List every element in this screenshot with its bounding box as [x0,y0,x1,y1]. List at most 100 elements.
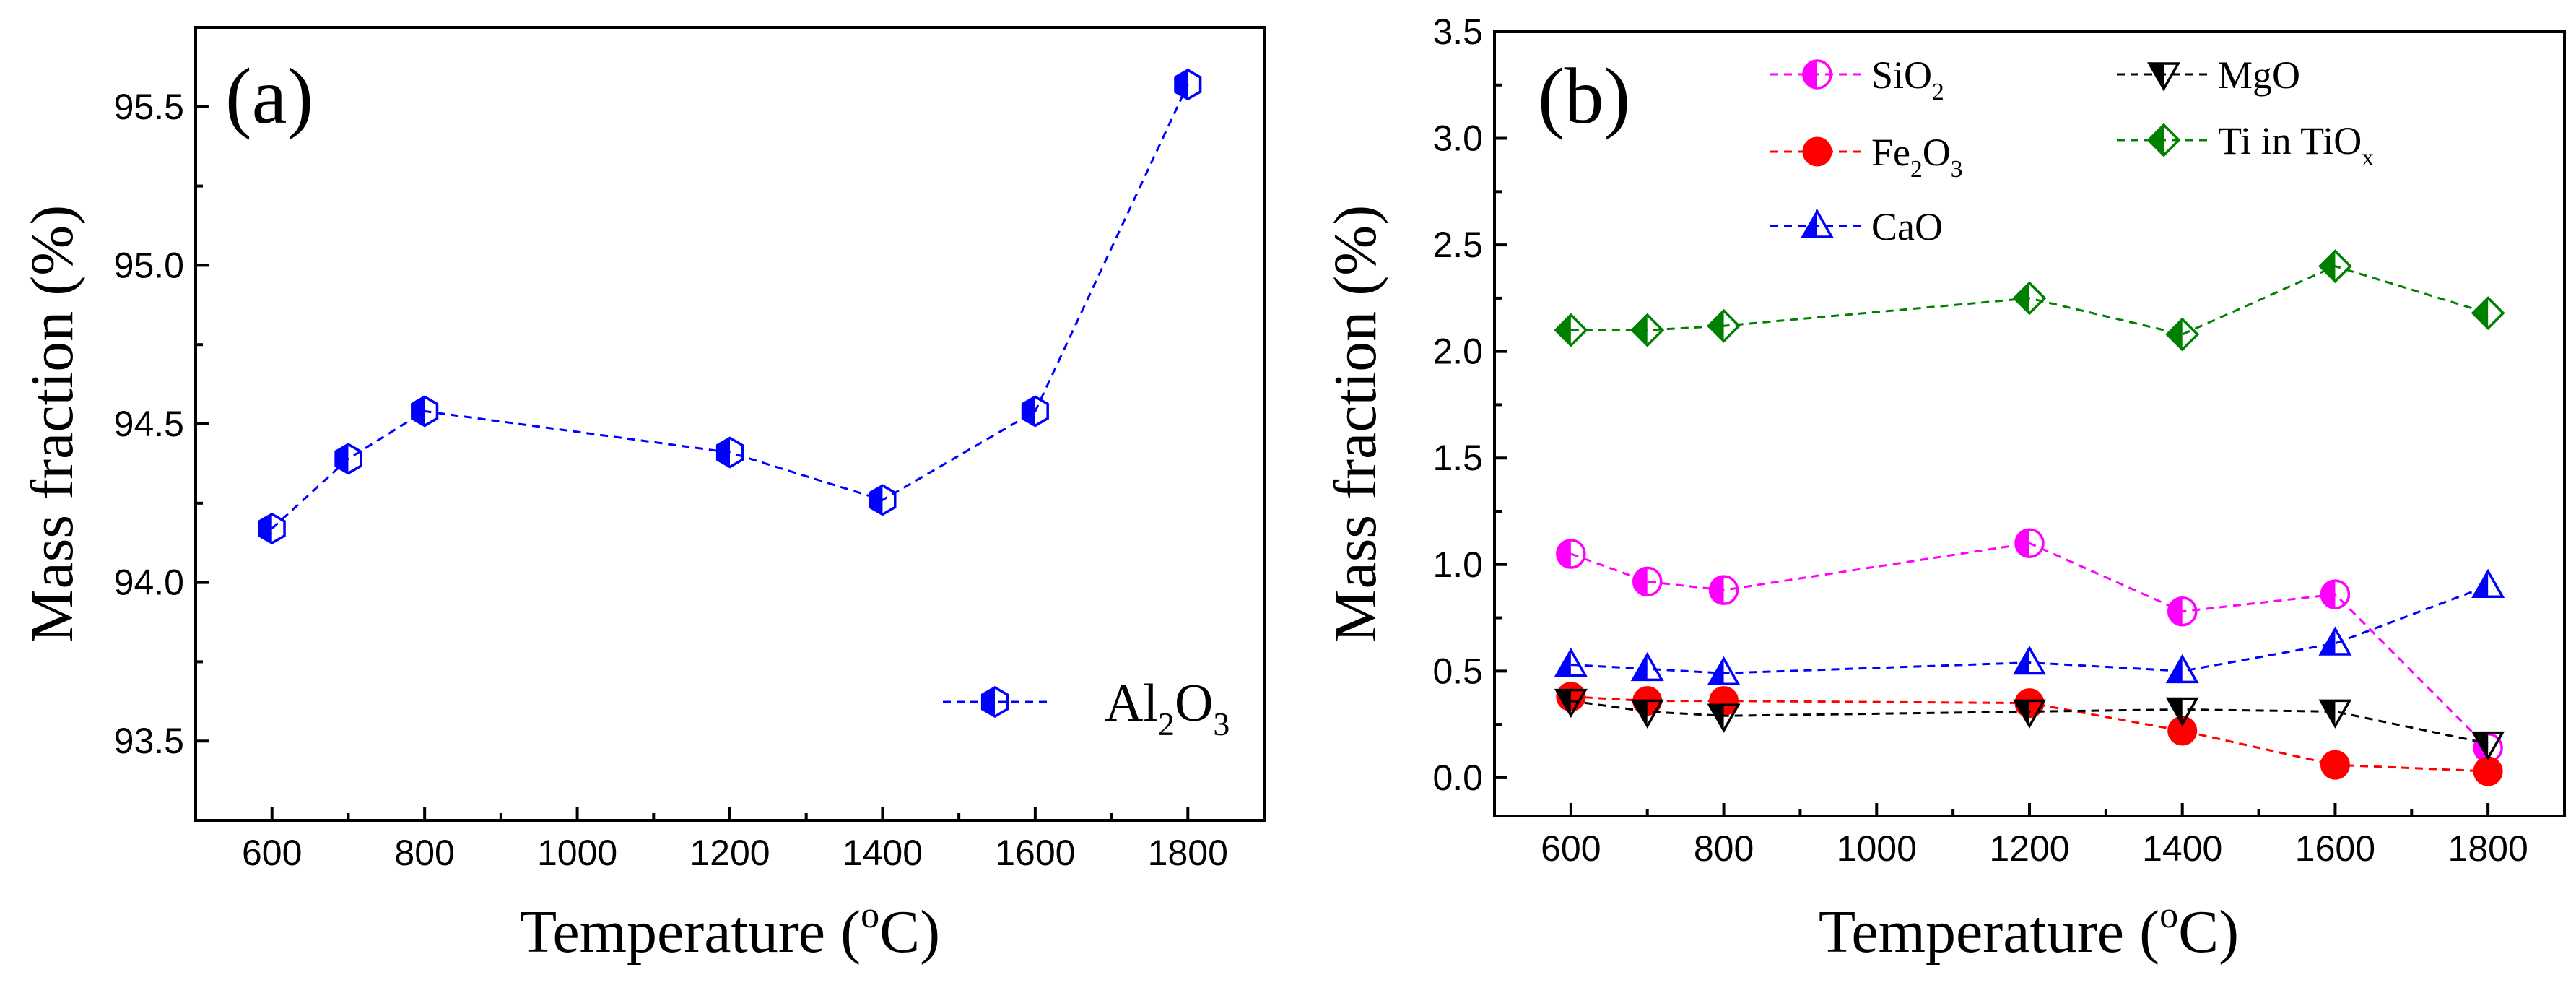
series-ti-in-tiox [1554,249,2505,352]
data-point-al2o3 [869,484,897,516]
y-tick-label: 3.5 [1432,12,1483,52]
legend-marker-cao [1800,209,1835,238]
data-point-al2o3 [258,512,286,544]
data-point-mgo [1630,699,1664,729]
data-point-sio2 [1556,539,1586,569]
x-tick-label: 1000 [1837,828,1917,869]
data-point-fe2o3 [2473,756,2503,786]
data-point-sio2 [2167,596,2198,627]
legend-marker-shape-al2o3 [980,685,1009,719]
data-point-ti-in-tiox [1630,313,1665,347]
data-point-ti-in-tiox [2012,281,2047,316]
legend-marker-fe2o3 [1802,136,1832,167]
legend-entry-fe2o3: Fe2O3 [1770,131,1962,183]
legend-marker-shape-ti-in-tiox [2146,123,2181,157]
legend-label-al2o3: Al2O3 [1105,674,1230,742]
panel-a-plot-frame [194,26,1266,822]
data-point-al2o3 [1021,395,1049,428]
y-tick-label: 95.0 [114,245,184,285]
legend-marker-ti-in-tiox [2146,123,2181,157]
panel-b-legend: SiO2 Fe2O3 CaO MgO Ti in TiOx [1770,53,2374,248]
panel-a-x-axis-title: Temperature (oC) [520,895,940,966]
data-point-al2o3 [334,443,362,475]
legend-marker-shape-mgo [2146,62,2181,92]
legend-label-cao: CaO [1871,205,1943,248]
data-point-fe2o3 [2320,750,2350,780]
panel-a-label: (a) [225,52,313,140]
data-point-mgo [1554,688,1588,719]
data-point-al2o3 [1174,69,1202,101]
panel-a-chart: (a) 600 800 1000 1200 1400 1600 1800 93.594.09… [19,26,1266,966]
panel-b-x-ticks: 600 800 1000 1200 1400 1600 1800 [1541,803,2528,869]
data-point-mgo [2012,699,2047,729]
data-point-ti-in-tiox [2165,317,2200,352]
panel-a-y-axis-title: Mass fraction (%) [19,205,86,643]
x-tick-label: 800 [1694,828,1754,869]
x-tick-label: 600 [242,833,302,873]
panel-b-y-ticks: 0.0 0.5 1.0 1.5 2.0 2.5 3.0 3.5 [1432,12,1507,798]
data-point-al2o3 [411,395,439,428]
panel-b-series [1554,249,2505,786]
y-tick-label: 95.5 [114,87,184,127]
data-point-cao [2012,645,2047,675]
data-point-cao [2165,654,2199,684]
legend-marker-mgo [2146,62,2181,92]
y-tick-label: 1.0 [1432,544,1483,585]
legend-label-fe2o3: Fe2O3 [1871,131,1962,183]
panel-b-y-axis-title: Mass fraction (%) [1322,205,1389,643]
data-point-cao [1554,647,1588,677]
legend-marker-shape-sio2 [1802,59,1832,90]
data-point-ti-in-tiox [2318,249,2352,284]
x-tick-label: 1600 [995,833,1075,873]
y-tick-label: 2.5 [1432,225,1483,265]
data-point-ti-in-tiox [1554,313,1588,347]
y-tick-label: 1.5 [1432,438,1483,478]
legend-entry-ti-in-tiox: Ti in TiOx [2117,119,2374,171]
data-point-cao [1707,656,1741,686]
data-point-mgo [2165,697,2199,726]
panel-a-series [258,69,1202,544]
legend-label-mgo: MgO [2218,53,2300,97]
data-point-mgo [2318,699,2352,729]
data-point-mgo [2471,731,2505,761]
x-tick-label: 600 [1541,828,1601,869]
legend-marker-al2o3 [980,685,1009,719]
series-cao [1554,568,2505,686]
y-tick-label: 0.0 [1432,758,1483,798]
data-point-sio2 [1632,566,1663,597]
legend-marker-sio2 [1802,59,1832,90]
legend-entry-sio2: SiO2 [1770,53,1944,105]
panel-a-y-ticks: 93.5 94.0 94.5 95.0 95.5 [114,87,209,761]
y-tick-label: 0.5 [1432,651,1483,691]
panel-a-x-ticks: 600 800 1000 1200 1400 1600 1800 [242,807,1228,873]
data-point-cao [2471,568,2505,599]
x-tick-label: 1200 [1989,828,2069,869]
panel-b-label: (b) [1538,52,1630,140]
series-mgo [1554,688,2505,761]
y-tick-label: 3.0 [1432,118,1483,159]
x-tick-label: 1000 [537,833,617,873]
series-al2o3 [258,69,1202,544]
x-tick-label: 1600 [2295,828,2375,869]
data-point-mgo [1707,703,1741,733]
x-tick-label: 1400 [843,833,923,873]
legend-marker-shape-fe2o3 [1802,136,1832,167]
data-point-cao [1630,651,1664,682]
y-tick-label: 94.0 [114,563,184,603]
data-point-sio2 [1708,575,1739,605]
legend-marker-shape-cao [1800,209,1835,238]
data-point-al2o3 [715,436,744,469]
legend-label-sio2: SiO2 [1871,53,1944,105]
x-tick-label: 1800 [2448,828,2528,869]
series-fe2o3 [1556,682,2503,786]
legend-label-ti-in-tiox: Ti in TiOx [2218,119,2374,171]
panel-b-x-axis-title: Temperature (oC) [1819,895,2239,966]
legend-entry-mgo: MgO [2117,53,2300,97]
series-line-al2o3 [271,84,1189,530]
panel-b-chart: (b) 600 800 1000 1200 1400 1600 1800 0.0 0.5 1.0… [1322,12,2566,966]
x-tick-label: 800 [394,833,454,873]
y-tick-label: 93.5 [114,721,184,761]
data-point-sio2 [2320,579,2351,609]
y-tick-label: 94.5 [114,404,184,444]
